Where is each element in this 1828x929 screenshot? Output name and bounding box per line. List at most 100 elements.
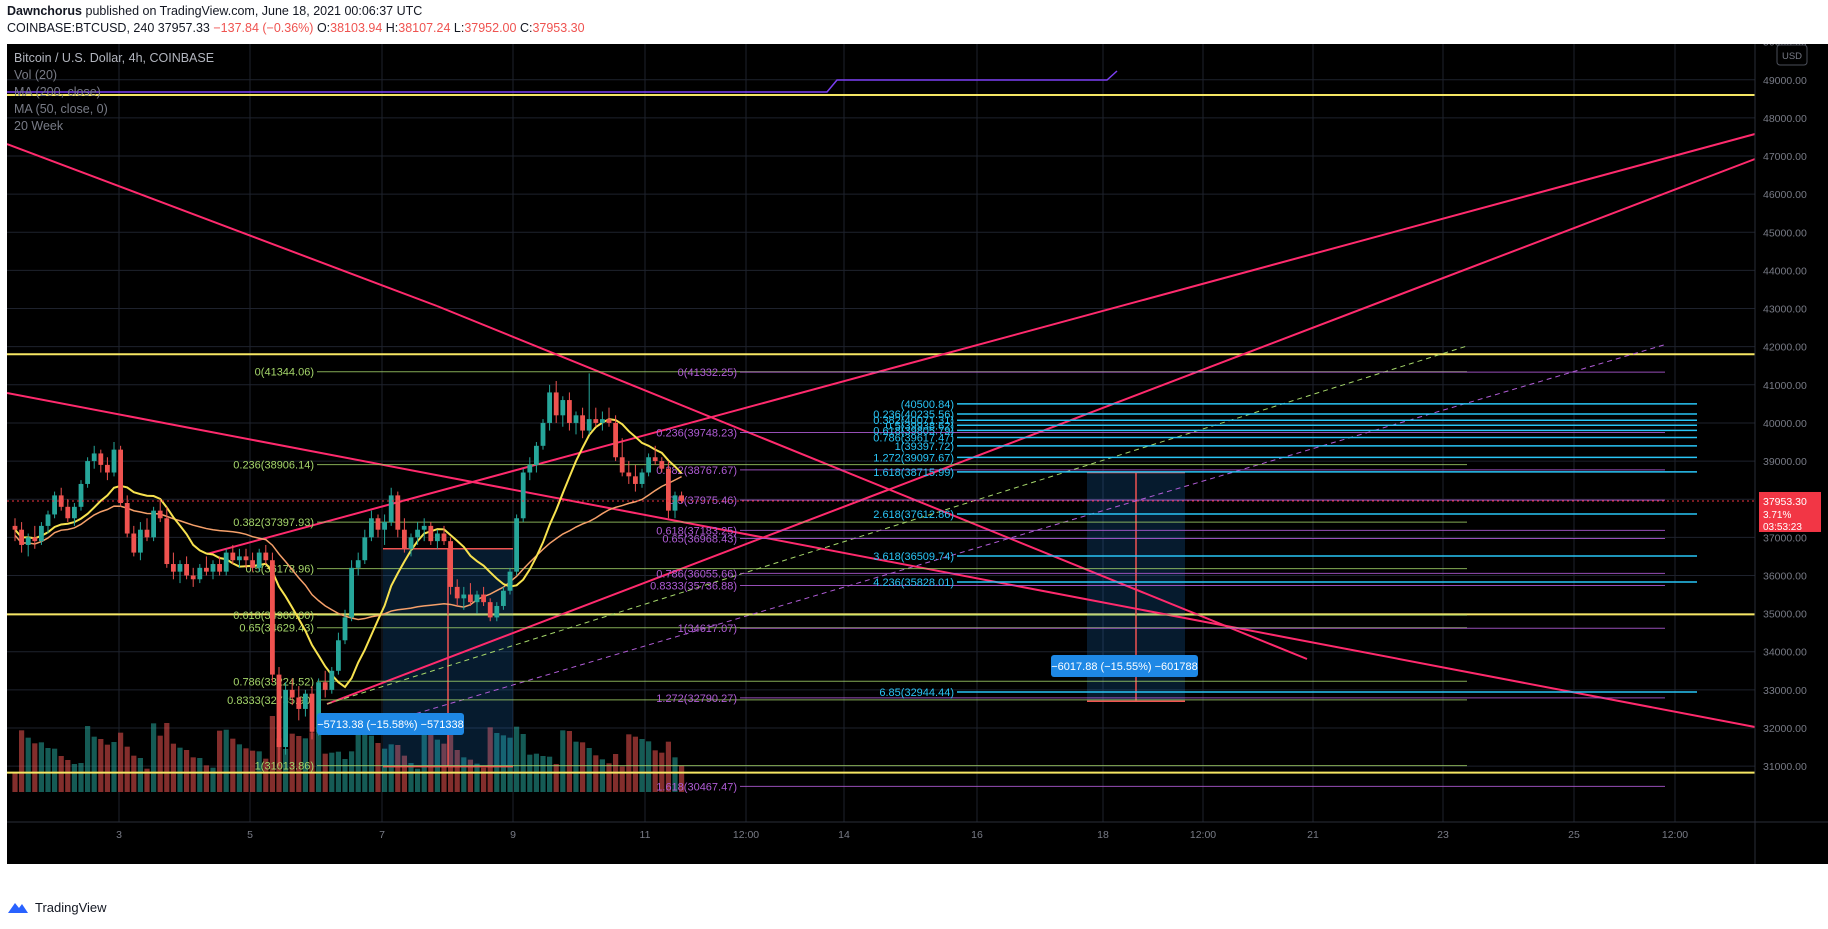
candle-body [91, 453, 97, 462]
volume-bar [58, 756, 64, 792]
candle-body [382, 522, 387, 530]
last-price-tag [1759, 491, 1821, 532]
fib-label-left: 0.65(34629.43) [239, 623, 314, 635]
fib-label-right: 3.618(36509.74) [873, 551, 954, 563]
y-tick-label: 37000.00 [1763, 532, 1807, 544]
candle-body [507, 571, 513, 591]
candle-body [45, 514, 51, 526]
candle-body [197, 567, 203, 580]
fib-label-right: (40500.84) [901, 399, 954, 411]
legend-ma50[interactable]: MA (50, close, 0) [14, 102, 108, 116]
volume-bar [441, 743, 447, 792]
candle-body [461, 594, 467, 599]
candle-body [375, 518, 381, 530]
candle-body [573, 415, 579, 423]
x-tick-label: 23 [1437, 829, 1449, 841]
candle-body [342, 617, 348, 641]
volume-bar [85, 726, 91, 792]
chart-area[interactable]: 0(41344.06) 0.236(38906.14) 0.382(37397.93… [7, 44, 1828, 864]
legend-volume[interactable]: Vol (20) [14, 68, 58, 82]
volume-bar [454, 750, 460, 792]
volume-bar [157, 735, 163, 792]
candle-body [157, 510, 163, 519]
x-tick-label: 7 [379, 829, 385, 841]
last-price-tag-countdown: 03:53:23 [1763, 522, 1802, 533]
volume-bar [210, 767, 216, 792]
candle-body [98, 453, 104, 465]
volume-bar [131, 755, 137, 792]
volume-bar [52, 748, 58, 792]
volume-bar [164, 723, 170, 792]
y-tick-label: 46000.00 [1763, 189, 1807, 201]
volume-bar [144, 768, 150, 792]
candle-body [415, 529, 420, 538]
volume-bar [71, 764, 77, 792]
volume-bar [573, 741, 579, 792]
ohlc-bar: COINBASE:BTCUSD, 240 37957.33 −137.84 (−… [7, 21, 585, 37]
chart-legend: Bitcoin / U.S. Dollar, 4h, COINBASE Vol … [14, 50, 214, 135]
candle-body [567, 400, 572, 423]
y-tick-label: 33000.00 [1763, 685, 1807, 697]
volume-bar [104, 744, 110, 792]
candle-body [184, 564, 189, 576]
candle-body [85, 461, 90, 484]
trendline-down-1 [7, 143, 438, 307]
volume-bar [474, 763, 480, 792]
legend-20week[interactable]: 20 Week [14, 119, 64, 133]
ma200-line [14, 475, 682, 621]
volume-bar [342, 759, 348, 792]
y-tick-label: 42000.00 [1763, 342, 1807, 354]
volume-bar [230, 738, 236, 792]
candle-body [666, 468, 671, 511]
candle-body [25, 537, 31, 545]
volume-bar [316, 731, 322, 792]
fib-label-left: 0.5(36178.96) [246, 564, 315, 576]
candle-body [468, 594, 473, 603]
x-tick-label: 12:00 [1190, 829, 1216, 841]
volume-bar [481, 767, 487, 792]
candle-body [32, 537, 38, 542]
fib-label-mid: 1(34617.07) [678, 623, 737, 635]
symbol-label: COINBASE:BTCUSD, 240 [7, 21, 155, 35]
volume-bar [177, 747, 183, 792]
volume-bar [580, 742, 586, 792]
y-tick-label: 43000.00 [1763, 304, 1807, 316]
candle-body [65, 506, 71, 519]
volume-bar [500, 735, 506, 792]
change-value: −137.84 (−0.36%) [213, 21, 314, 35]
volume-bar [263, 758, 269, 792]
y-tick-label: 44000.00 [1763, 265, 1807, 277]
volume-bar [395, 745, 401, 792]
price-chart[interactable]: 0(41344.06) 0.236(38906.14) 0.382(37397.93… [7, 44, 1828, 864]
close-label: C: [519, 21, 533, 35]
candle-body [369, 518, 374, 538]
x-tick-label: 11 [640, 829, 651, 841]
candle-body [402, 529, 407, 549]
x-tick-label: 12:00 [733, 829, 759, 841]
volume-bar [514, 726, 520, 792]
author-name[interactable]: Dawnchorus [7, 4, 83, 18]
x-tick-label: 16 [971, 829, 983, 841]
candle-body [619, 457, 625, 473]
currency-badge [1776, 44, 1808, 66]
volume-bar [560, 730, 566, 792]
y-tick-label: 49000.00 [1763, 75, 1807, 87]
fib-label-mid: 0.236(39748.23) [656, 428, 737, 440]
candle-body [534, 445, 539, 465]
legend-ma200[interactable]: MA (200, close) [14, 85, 101, 99]
fib-label-right: 0.786(39617.47) [873, 433, 954, 445]
y-tick-label: 47000.00 [1763, 151, 1807, 163]
footer-brand[interactable]: TradingView [35, 899, 107, 915]
tradingview-logo-icon[interactable] [7, 899, 29, 915]
fib-label-mid: 1.618(30467.47) [656, 781, 737, 793]
volume-bar [428, 732, 434, 792]
high-value: 38107.24 [398, 21, 451, 35]
volume-bar [137, 758, 143, 792]
volume-bar [38, 742, 44, 792]
volume-bar [32, 743, 38, 792]
candle-body [349, 567, 354, 618]
candle-body [12, 525, 18, 530]
candle-body [395, 495, 401, 530]
volume-bar [355, 732, 361, 792]
ma50-line [14, 418, 683, 689]
